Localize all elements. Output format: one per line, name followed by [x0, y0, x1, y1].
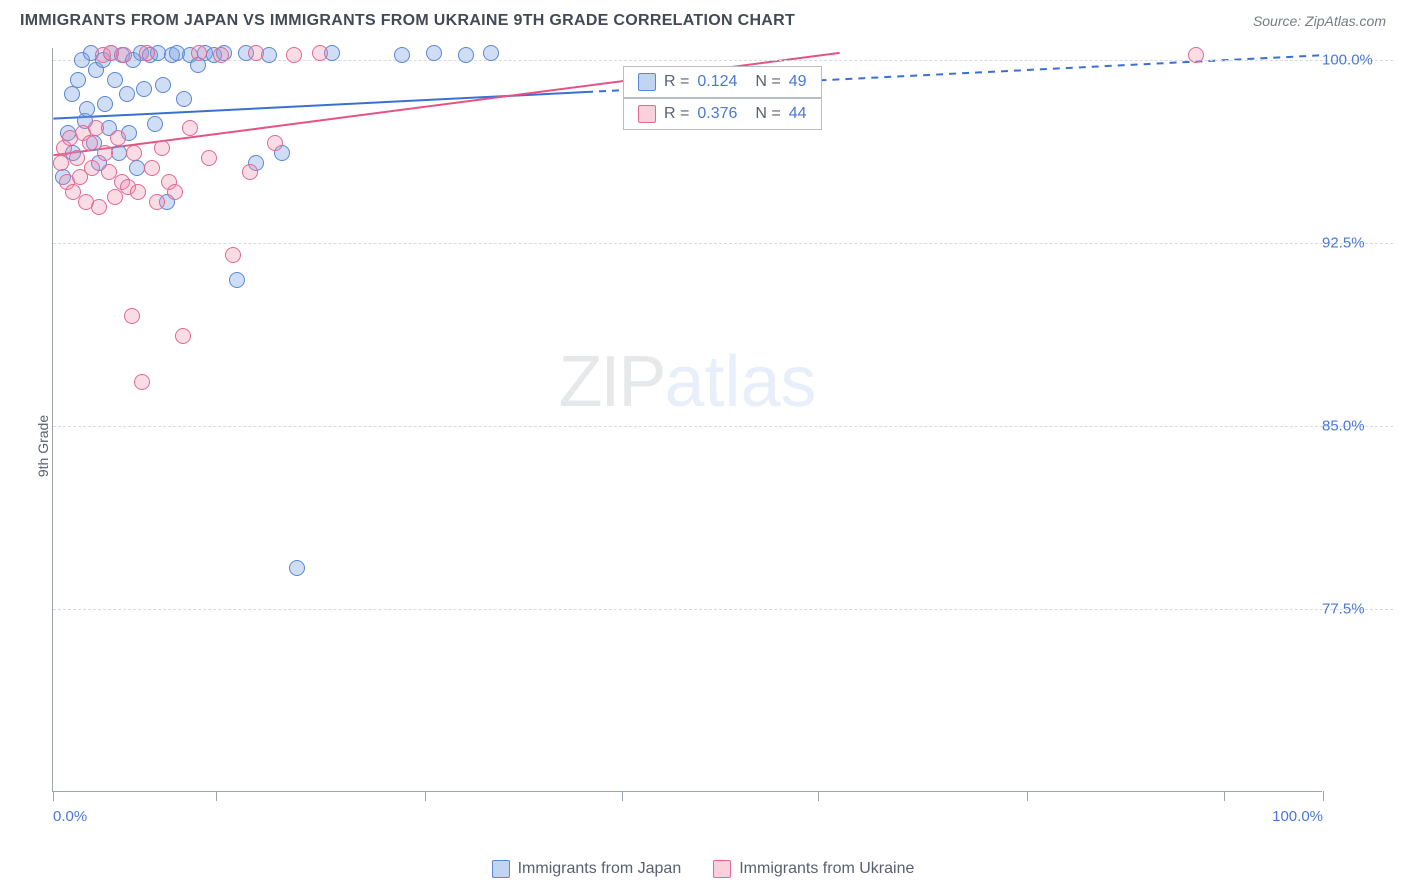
scatter-point: [91, 199, 107, 215]
scatter-point: [176, 91, 192, 107]
scatter-point: [182, 120, 198, 136]
scatter-point: [248, 45, 264, 61]
scatter-point: [88, 120, 104, 136]
gridline: [53, 243, 1393, 244]
scatter-point: [126, 145, 142, 161]
stat-n-label: N =: [755, 73, 780, 91]
scatter-point: [69, 150, 85, 166]
legend-item-ukraine: Immigrants from Ukraine: [713, 860, 914, 878]
x-tick-mark: [1323, 791, 1324, 801]
watermark: ZIPatlas: [558, 341, 816, 423]
x-tick-mark: [622, 791, 623, 801]
scatter-point: [154, 140, 170, 156]
gridline: [53, 426, 1393, 427]
correlation-stat-box: R = 0.376 N = 44: [623, 98, 822, 130]
scatter-point: [167, 184, 183, 200]
scatter-point: [97, 96, 113, 112]
x-tick-label: 100.0%: [1272, 808, 1323, 825]
chart-area: ZIPatlas 100.0%92.5%85.0%77.5%0.0%100.0%…: [52, 48, 1392, 792]
y-tick-label: 92.5%: [1322, 235, 1382, 252]
stat-n-value: 44: [789, 105, 807, 123]
scatter-point: [139, 45, 155, 61]
scatter-point: [201, 150, 217, 166]
legend: Immigrants from Japan Immigrants from Uk…: [0, 860, 1406, 878]
trend-lines-layer: [53, 48, 1322, 791]
correlation-stat-box: R = 0.124 N = 49: [623, 66, 822, 98]
scatter-point: [130, 184, 146, 200]
scatter-point: [394, 47, 410, 63]
scatter-point: [147, 116, 163, 132]
scatter-point: [267, 135, 283, 151]
y-tick-label: 85.0%: [1322, 418, 1382, 435]
y-tick-label: 100.0%: [1322, 52, 1382, 69]
scatter-point: [1188, 47, 1204, 63]
scatter-point: [144, 160, 160, 176]
x-tick-mark: [425, 791, 426, 801]
scatter-point: [155, 77, 171, 93]
stat-r-label: R =: [664, 105, 689, 123]
scatter-point: [79, 101, 95, 117]
x-tick-mark: [1027, 791, 1028, 801]
legend-swatch-icon: [492, 860, 510, 878]
scatter-point: [458, 47, 474, 63]
scatter-point: [229, 272, 245, 288]
scatter-point: [124, 308, 140, 324]
scatter-point: [70, 72, 86, 88]
plot-region: ZIPatlas 100.0%92.5%85.0%77.5%0.0%100.0%…: [52, 48, 1322, 792]
scatter-point: [97, 145, 113, 161]
scatter-point: [110, 130, 126, 146]
x-tick-mark: [818, 791, 819, 801]
scatter-point: [136, 81, 152, 97]
scatter-point: [312, 45, 328, 61]
y-tick-label: 77.5%: [1322, 601, 1382, 618]
chart-header: IMMIGRANTS FROM JAPAN VS IMMIGRANTS FROM…: [0, 0, 1406, 38]
scatter-point: [64, 86, 80, 102]
x-tick-mark: [1224, 791, 1225, 801]
scatter-point: [84, 160, 100, 176]
scatter-point: [82, 135, 98, 151]
gridline: [53, 609, 1393, 610]
scatter-point: [225, 247, 241, 263]
x-tick-label: 0.0%: [53, 808, 87, 825]
stat-n-label: N =: [755, 105, 780, 123]
y-axis-label: 9th Grade: [35, 415, 51, 477]
scatter-point: [116, 47, 132, 63]
legend-label: Immigrants from Japan: [518, 860, 682, 878]
legend-item-japan: Immigrants from Japan: [492, 860, 682, 878]
chart-source: Source: ZipAtlas.com: [1253, 13, 1386, 29]
legend-swatch-icon: [713, 860, 731, 878]
scatter-point: [111, 145, 127, 161]
scatter-point: [107, 72, 123, 88]
stat-r-value: 0.376: [697, 105, 737, 123]
scatter-point: [289, 560, 305, 576]
scatter-point: [119, 86, 135, 102]
stat-swatch-icon: [638, 105, 656, 123]
watermark-atlas: atlas: [664, 342, 816, 422]
scatter-point: [242, 164, 258, 180]
scatter-point: [286, 47, 302, 63]
stat-r-value: 0.124: [697, 73, 737, 91]
scatter-point: [149, 194, 165, 210]
scatter-point: [175, 328, 191, 344]
scatter-point: [426, 45, 442, 61]
watermark-zip: ZIP: [558, 342, 664, 422]
scatter-point: [483, 45, 499, 61]
chart-title: IMMIGRANTS FROM JAPAN VS IMMIGRANTS FROM…: [20, 12, 795, 30]
scatter-point: [191, 45, 207, 61]
scatter-point: [53, 155, 69, 171]
scatter-point: [134, 374, 150, 390]
legend-label: Immigrants from Ukraine: [739, 860, 914, 878]
x-tick-mark: [53, 791, 54, 801]
scatter-point: [129, 160, 145, 176]
stat-swatch-icon: [638, 73, 656, 91]
stat-n-value: 49: [789, 73, 807, 91]
stat-r-label: R =: [664, 73, 689, 91]
x-tick-mark: [216, 791, 217, 801]
scatter-point: [213, 47, 229, 63]
